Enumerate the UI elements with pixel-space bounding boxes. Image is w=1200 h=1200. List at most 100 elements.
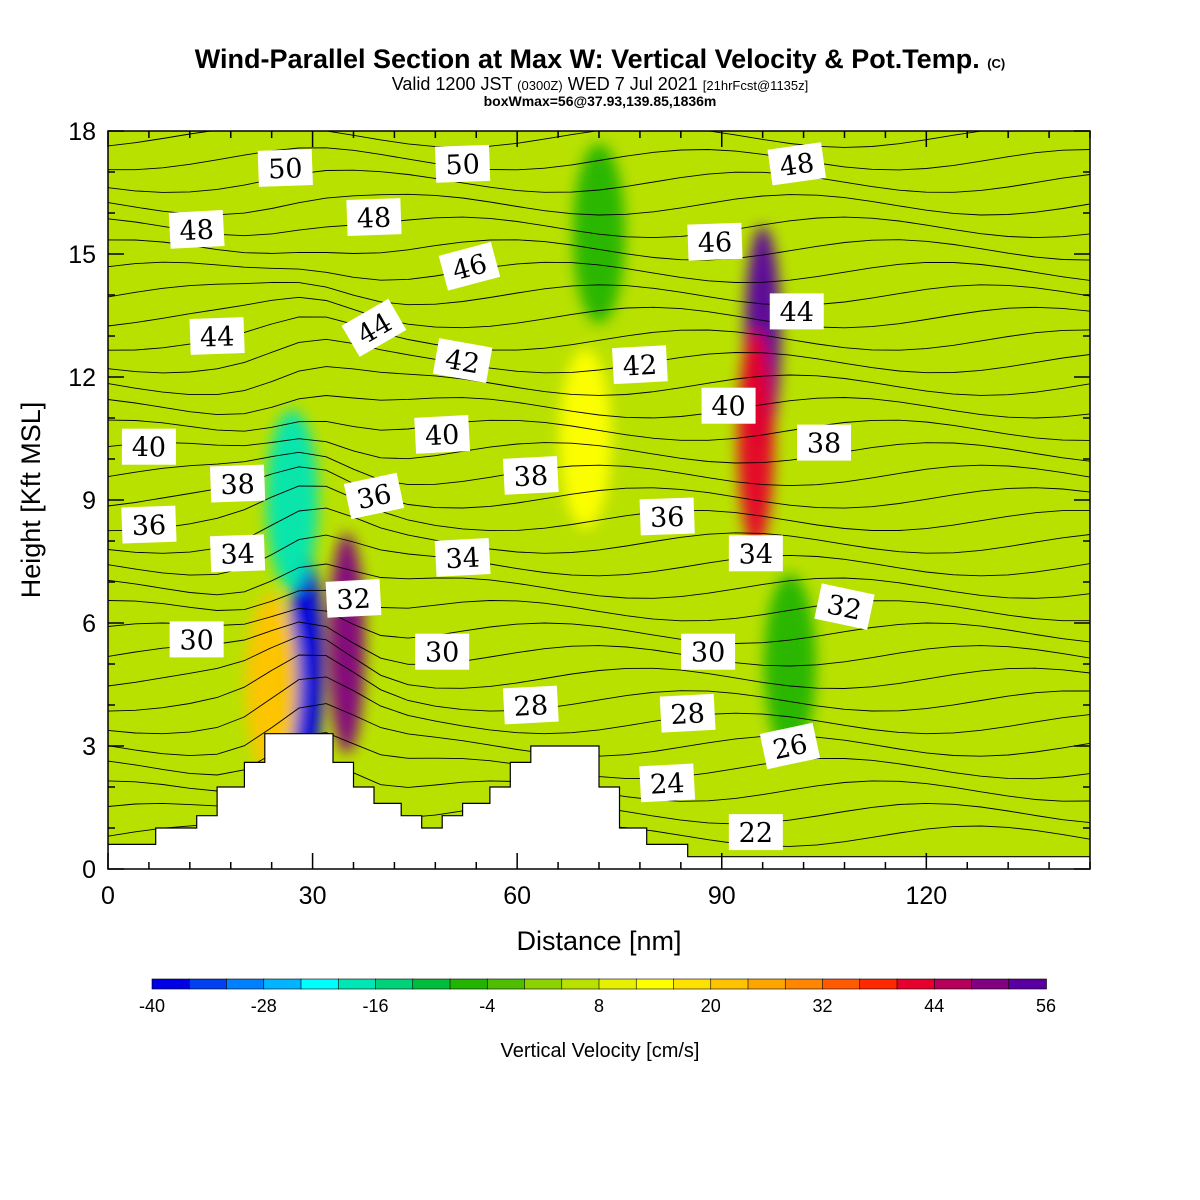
velocity-cell [573, 143, 625, 324]
isentrope-line [108, 239, 1090, 261]
theta-label: 36 [121, 505, 177, 544]
theta-label-box [434, 538, 491, 577]
y-tick-label: 15 [68, 241, 96, 269]
colorbar-swatch [412, 978, 451, 990]
theta-label: 32 [325, 579, 382, 618]
theta-label-text: 30 [425, 638, 459, 669]
theta-label: 26 [759, 722, 821, 770]
y-tick-label: 9 [82, 487, 96, 515]
isentrope-line [108, 338, 1090, 374]
y-tick-label: 0 [82, 856, 96, 884]
isentrope-line [108, 216, 1090, 239]
theta-label-box [121, 505, 177, 544]
y-axis-title: Height [Kft MSL] [16, 402, 46, 599]
isentrope-line [108, 635, 1090, 689]
x-tick-label: 90 [708, 882, 736, 910]
theta-label: 30 [169, 621, 224, 658]
isentrope-line [108, 507, 1090, 554]
theta-label-box [189, 317, 245, 355]
velocity-cell [266, 410, 319, 590]
theta-label-box [701, 387, 756, 424]
theta-label-box [681, 633, 736, 670]
colorbar-swatch [784, 978, 824, 990]
colorbar-swatch [747, 978, 787, 990]
theta-label-box [343, 472, 405, 520]
velocity-cell [245, 594, 298, 775]
theta-label-text: 36 [650, 502, 685, 534]
theta-label: 36 [343, 472, 405, 520]
theta-label-text: 36 [131, 510, 166, 542]
x-tick-label: 120 [905, 882, 947, 910]
theta-label: 42 [612, 345, 668, 385]
theta-label-text: 32 [824, 589, 864, 626]
theta-label: 28 [659, 693, 716, 733]
isentrope-line [108, 466, 1090, 509]
theta-label-text: 26 [770, 729, 810, 766]
theta-label: 46 [687, 222, 743, 261]
isentrope-line [108, 589, 1090, 622]
theta-label-box [434, 144, 491, 183]
theta-label-box [639, 497, 695, 536]
theta-label-text: 42 [443, 344, 482, 380]
colorbar-swatch [188, 978, 228, 990]
theta-label: 48 [346, 198, 402, 237]
theta-label-text: 36 [354, 479, 394, 516]
colorbar-swatch [337, 978, 377, 990]
colorbar-swatch [673, 978, 712, 990]
x-axis-title: Distance [nm] [516, 926, 681, 956]
theta-label: 42 [432, 338, 493, 384]
theta-label-text: 28 [513, 690, 549, 723]
theta-label-box [659, 693, 716, 733]
y-tick-label: 6 [82, 610, 96, 638]
colorbar-tick-label: 32 [812, 996, 832, 1016]
theta-label-box [687, 222, 743, 261]
theta-label: 40 [701, 387, 756, 424]
theta-label-text: 50 [268, 153, 303, 185]
theta-label: 38 [209, 464, 266, 503]
theta-label-box [168, 210, 225, 249]
theta-label: 24 [639, 763, 696, 803]
theta-label: 46 [438, 241, 501, 291]
theta-label: 50 [434, 144, 491, 183]
colorbar-title: Vertical Velocity [cm/s] [501, 1040, 700, 1062]
theta-label-box [814, 583, 875, 630]
isentrope-line [108, 534, 1090, 577]
forecast-info: [21hrFcst@1135z] [702, 78, 809, 93]
isentrope-line [108, 316, 1090, 351]
colorbar-tick-label: 56 [1036, 996, 1056, 1016]
colorbar-swatch [263, 978, 302, 990]
colorbar-swatch [300, 978, 340, 990]
theta-label-text: 44 [780, 297, 814, 328]
colorbar-swatch [486, 978, 526, 990]
box-wmax-line: boxWmax=56@37.93,139.85,1836m [483, 93, 717, 109]
colorbar-swatch [449, 978, 489, 990]
theta-label-box [797, 424, 852, 461]
theta-label-text: 48 [179, 215, 215, 248]
velocity-cell [737, 328, 774, 549]
theta-label-text: 34 [445, 543, 481, 576]
theta-label: 34 [728, 535, 783, 572]
theta-label-box [728, 535, 783, 572]
isentrope-line [108, 419, 1090, 441]
theta-label-text: 38 [513, 461, 549, 494]
valid-prefix: Valid 1200 JST [391, 74, 513, 94]
theta-label-box [257, 148, 313, 187]
isentrope-line [108, 261, 1090, 283]
theta-label: 34 [434, 538, 491, 577]
colorbar-tick-label: 20 [701, 996, 721, 1016]
isentrope-line [108, 485, 1090, 532]
theta-label-text: 32 [336, 584, 372, 617]
theta-label-box [759, 722, 821, 770]
theta-label-box [502, 685, 559, 725]
theta-label-box [767, 142, 827, 186]
theta-label: 32 [814, 583, 875, 630]
isentrope-line [108, 282, 1090, 306]
theta-label-text: 44 [199, 321, 234, 353]
x-tick-label: 30 [299, 882, 327, 910]
colorbar-tick-label: -16 [362, 996, 388, 1016]
chart-title-text: Wind-Parallel Section at Max W: Vertical… [194, 44, 980, 74]
theta-label-text: 40 [132, 433, 166, 464]
terrain [108, 733, 1090, 869]
